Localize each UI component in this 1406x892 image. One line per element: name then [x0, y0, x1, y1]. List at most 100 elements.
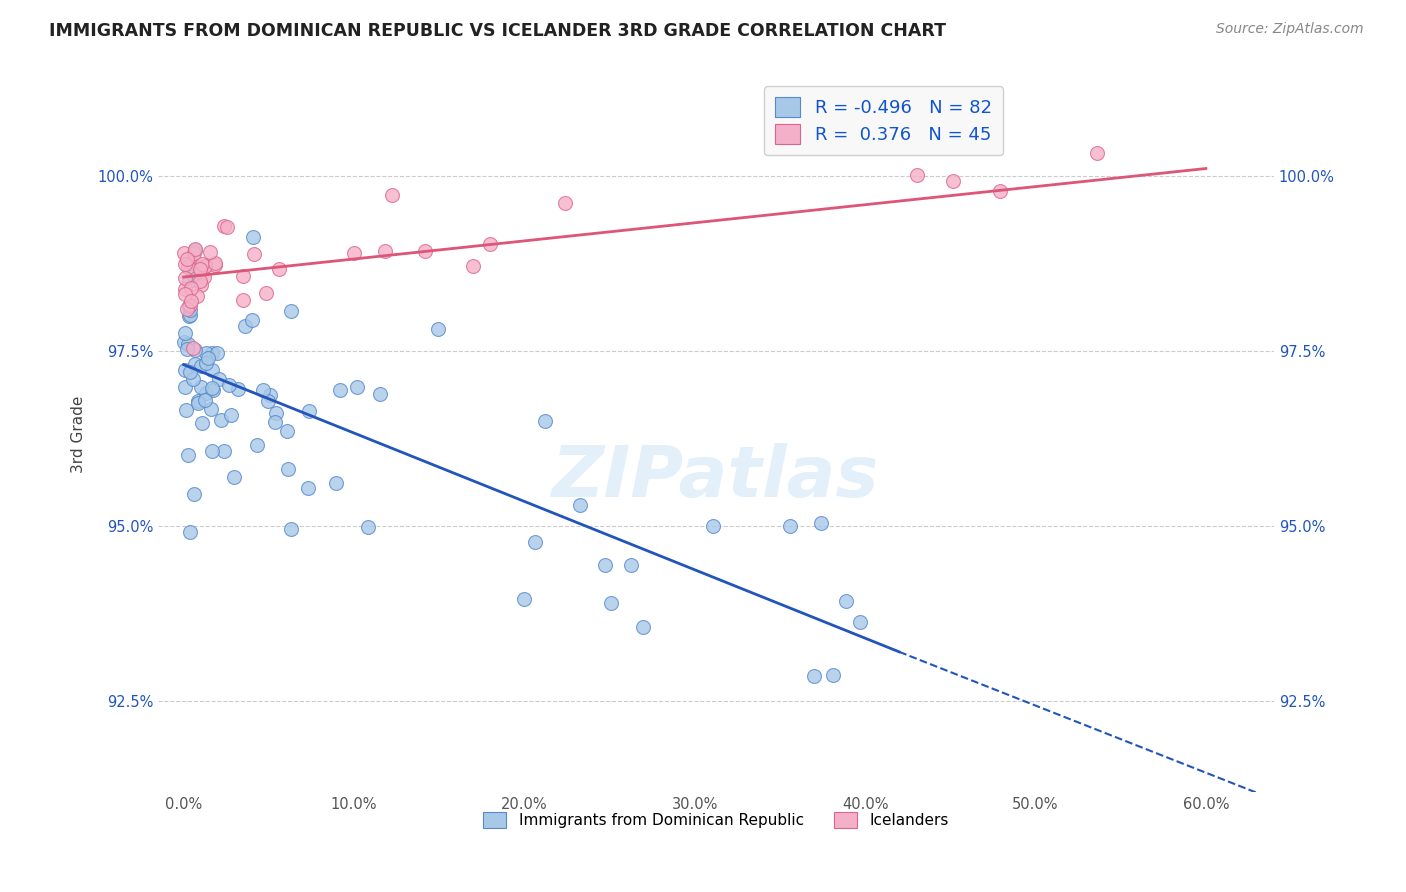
Point	[173, 335, 195, 350]
Point	[297, 481, 319, 495]
Point	[194, 259, 217, 273]
Point	[179, 525, 201, 540]
Point	[195, 385, 218, 400]
Point	[176, 343, 198, 357]
Point	[173, 380, 195, 394]
Point	[179, 298, 201, 312]
Point	[240, 313, 263, 327]
Point	[346, 380, 368, 394]
Point	[461, 259, 484, 273]
Point	[280, 303, 302, 318]
Point	[264, 406, 287, 420]
Point	[513, 592, 536, 607]
Point	[197, 351, 219, 366]
Point	[554, 195, 576, 210]
Point	[201, 346, 224, 360]
Point	[524, 534, 547, 549]
Point	[810, 516, 832, 530]
Point	[228, 382, 250, 396]
Point	[257, 393, 280, 408]
Point	[246, 438, 269, 452]
Point	[179, 365, 201, 379]
Point	[232, 268, 254, 283]
Point	[180, 256, 202, 270]
Point	[205, 345, 228, 359]
Point	[181, 371, 204, 385]
Point	[184, 357, 207, 371]
Point	[1085, 146, 1108, 161]
Point	[191, 257, 214, 271]
Point	[173, 286, 195, 301]
Point	[180, 293, 202, 308]
Point	[186, 289, 208, 303]
Point	[201, 363, 224, 377]
Point	[180, 281, 202, 295]
Point	[370, 386, 392, 401]
Point	[243, 247, 266, 261]
Point	[198, 245, 221, 260]
Point	[193, 270, 215, 285]
Point	[181, 341, 204, 355]
Point	[176, 449, 198, 463]
Point	[177, 274, 200, 288]
Point	[593, 558, 616, 573]
Point	[233, 319, 256, 334]
Point	[179, 302, 201, 317]
Point	[208, 371, 231, 385]
Point	[267, 262, 290, 277]
Point	[779, 518, 801, 533]
Point	[277, 462, 299, 476]
Point	[191, 416, 214, 430]
Point	[177, 260, 200, 275]
Point	[174, 282, 197, 296]
Point	[907, 168, 929, 182]
Point	[631, 620, 654, 634]
Point	[276, 424, 298, 438]
Point	[201, 444, 224, 458]
Point	[209, 413, 232, 427]
Point	[413, 244, 436, 258]
Point	[224, 470, 246, 484]
Point	[174, 326, 197, 340]
Point	[803, 669, 825, 683]
Point	[177, 337, 200, 351]
Point	[569, 498, 592, 512]
Point	[188, 260, 211, 274]
Point	[343, 245, 366, 260]
Point	[190, 359, 212, 373]
Point	[242, 230, 264, 244]
Point	[218, 377, 240, 392]
Point	[180, 262, 202, 277]
Point	[988, 184, 1011, 198]
Point	[194, 392, 217, 407]
Point	[325, 476, 347, 491]
Point	[187, 396, 209, 410]
Point	[195, 356, 218, 370]
Point	[263, 415, 285, 429]
Point	[821, 667, 844, 681]
Text: IMMIGRANTS FROM DOMINICAN REPUBLIC VS ICELANDER 3RD GRADE CORRELATION CHART: IMMIGRANTS FROM DOMINICAN REPUBLIC VS IC…	[49, 22, 946, 40]
Point	[200, 402, 222, 417]
Text: ZIPatlas: ZIPatlas	[553, 443, 880, 512]
Point	[179, 299, 201, 313]
Point	[298, 403, 321, 417]
Point	[190, 262, 212, 277]
Point	[259, 388, 281, 402]
Point	[176, 301, 198, 316]
Legend: Immigrants from Dominican Republic, Icelanders: Immigrants from Dominican Republic, Icel…	[477, 806, 955, 834]
Point	[183, 246, 205, 260]
Point	[329, 384, 352, 398]
Point	[212, 443, 235, 458]
Point	[427, 322, 450, 336]
Point	[600, 596, 623, 610]
Point	[194, 259, 217, 273]
Point	[184, 343, 207, 358]
Point	[183, 487, 205, 501]
Point	[173, 246, 195, 260]
Point	[252, 383, 274, 397]
Point	[183, 268, 205, 283]
Point	[280, 522, 302, 536]
Point	[183, 242, 205, 256]
Point	[190, 379, 212, 393]
Point	[256, 285, 278, 300]
